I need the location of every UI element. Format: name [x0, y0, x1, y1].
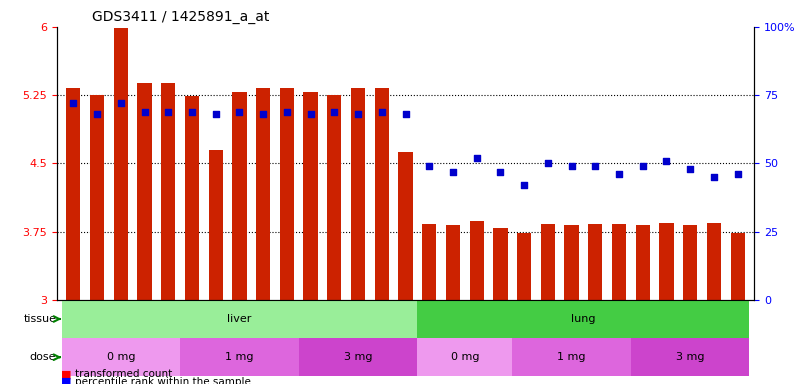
Bar [280, 88, 294, 300]
Bar [659, 223, 674, 300]
Point [304, 111, 317, 118]
Text: 3 mg: 3 mg [344, 352, 372, 362]
Bar [62, 300, 418, 338]
Bar [256, 88, 270, 300]
Bar [298, 338, 418, 376]
Bar [161, 83, 175, 300]
Text: 0 mg: 0 mg [106, 352, 135, 362]
Point [542, 160, 555, 166]
Point [589, 163, 602, 169]
Bar [541, 224, 555, 300]
Bar [327, 95, 341, 300]
Point [612, 171, 625, 177]
Point [91, 111, 104, 118]
Point [67, 100, 79, 106]
Bar [636, 225, 650, 300]
Bar [683, 225, 697, 300]
Text: 1 mg: 1 mg [225, 352, 254, 362]
Point [517, 182, 530, 188]
Point [660, 157, 673, 164]
Bar [137, 83, 152, 300]
Point [565, 163, 578, 169]
Bar [185, 96, 200, 300]
Text: dose: dose [30, 352, 56, 362]
Text: GDS3411 / 1425891_a_at: GDS3411 / 1425891_a_at [92, 10, 269, 25]
Bar [564, 225, 579, 300]
Point [281, 108, 294, 114]
Bar [208, 150, 223, 300]
Bar [90, 95, 105, 300]
Bar [517, 233, 531, 300]
Bar [631, 338, 749, 376]
Point [375, 108, 388, 114]
Bar [418, 338, 513, 376]
Text: percentile rank within the sample: percentile rank within the sample [75, 377, 251, 384]
Bar [493, 228, 508, 300]
Bar [588, 224, 603, 300]
Text: 1 mg: 1 mg [557, 352, 586, 362]
Bar [62, 338, 180, 376]
Bar [180, 338, 298, 376]
Text: ■: ■ [61, 369, 71, 379]
Point [256, 111, 269, 118]
Text: 3 mg: 3 mg [676, 352, 705, 362]
Point [732, 171, 744, 177]
Bar [114, 28, 128, 300]
Bar [67, 88, 80, 300]
Text: lung: lung [571, 314, 595, 324]
Bar [470, 221, 484, 300]
Text: liver: liver [227, 314, 251, 324]
Bar [375, 88, 389, 300]
Text: tissue: tissue [24, 314, 56, 324]
Text: 0 mg: 0 mg [451, 352, 479, 362]
Bar [706, 223, 721, 300]
Point [114, 100, 127, 106]
Bar [398, 152, 413, 300]
Point [186, 108, 199, 114]
Bar [303, 93, 318, 300]
Bar [418, 300, 749, 338]
Point [470, 155, 483, 161]
Bar [611, 224, 626, 300]
Text: ■: ■ [61, 377, 71, 384]
Point [351, 111, 364, 118]
Point [209, 111, 222, 118]
Point [138, 108, 151, 114]
Point [494, 169, 507, 175]
Point [399, 111, 412, 118]
Point [684, 166, 697, 172]
Point [328, 108, 341, 114]
Point [423, 163, 436, 169]
Point [447, 169, 460, 175]
Point [637, 163, 650, 169]
Bar [232, 93, 247, 300]
Point [707, 174, 720, 180]
Bar [351, 88, 365, 300]
Text: transformed count: transformed count [75, 369, 172, 379]
Bar [513, 338, 631, 376]
Point [233, 108, 246, 114]
Bar [731, 233, 744, 300]
Bar [422, 224, 436, 300]
Point [161, 108, 174, 114]
Bar [446, 225, 460, 300]
